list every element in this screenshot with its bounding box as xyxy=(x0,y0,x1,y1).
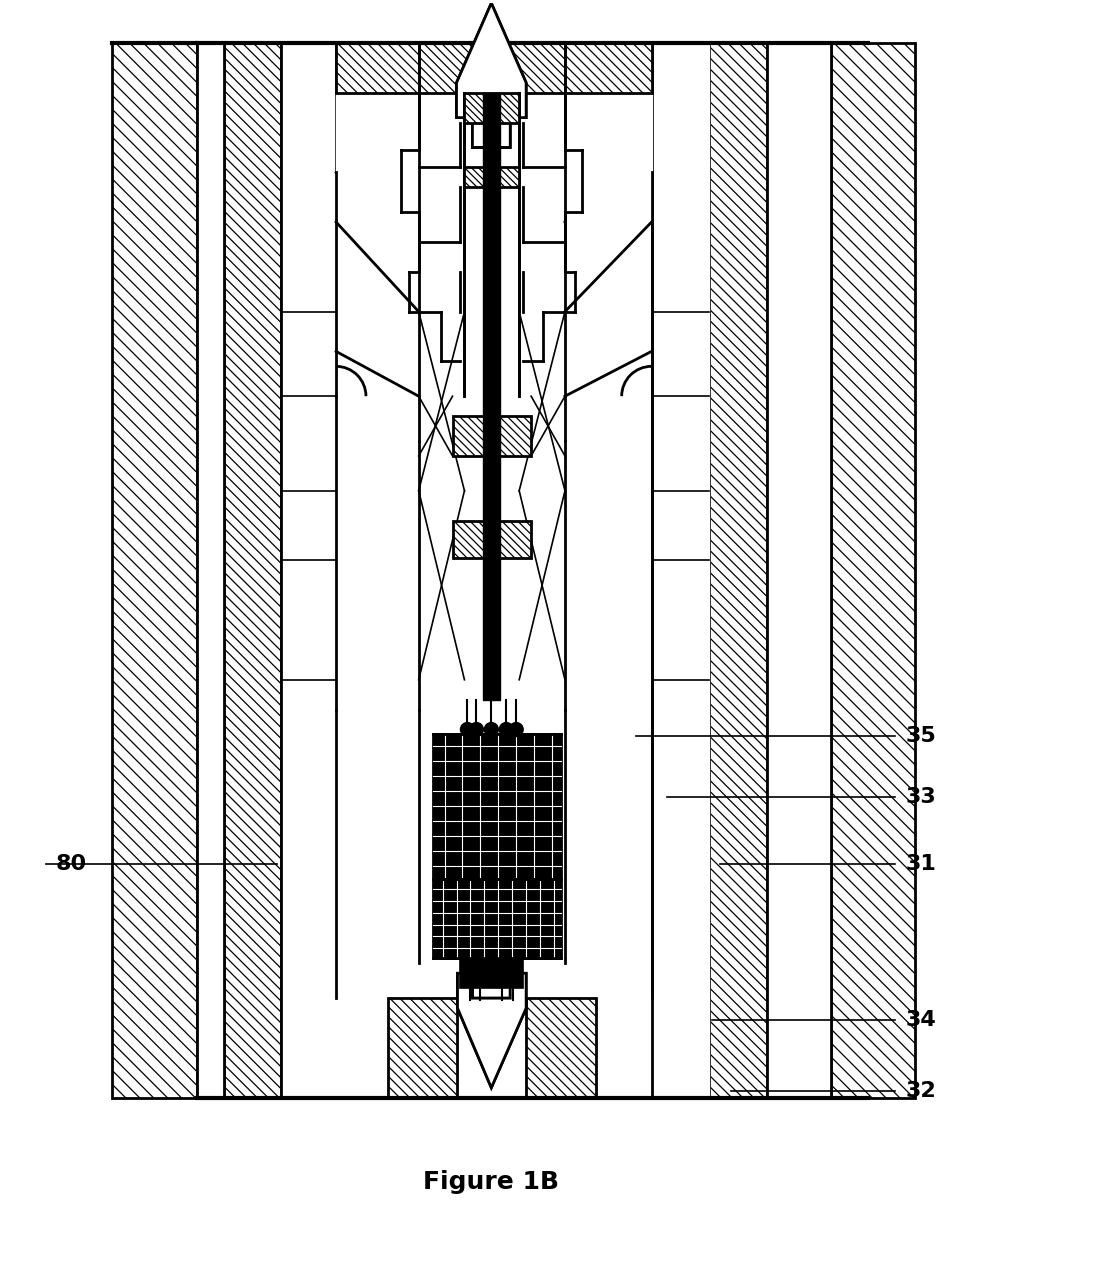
Polygon shape xyxy=(709,43,767,1098)
Polygon shape xyxy=(418,43,565,93)
Bar xyxy=(433,879,561,959)
Circle shape xyxy=(484,723,499,737)
Polygon shape xyxy=(453,521,531,558)
Circle shape xyxy=(470,723,483,737)
Bar xyxy=(461,959,523,988)
Polygon shape xyxy=(464,93,519,123)
Text: 34: 34 xyxy=(905,1011,936,1030)
Text: 33: 33 xyxy=(905,786,936,806)
Polygon shape xyxy=(830,43,915,1098)
Text: 32: 32 xyxy=(905,1080,936,1101)
Circle shape xyxy=(510,723,523,737)
Polygon shape xyxy=(224,43,282,1098)
Polygon shape xyxy=(457,974,526,1088)
Polygon shape xyxy=(526,998,595,1098)
Polygon shape xyxy=(453,416,531,456)
Text: 31: 31 xyxy=(905,853,936,874)
Circle shape xyxy=(500,723,513,737)
Polygon shape xyxy=(112,43,197,1098)
Polygon shape xyxy=(565,43,651,93)
Circle shape xyxy=(461,723,474,737)
Polygon shape xyxy=(387,998,457,1098)
Text: 80: 80 xyxy=(56,853,87,874)
Text: 35: 35 xyxy=(905,727,936,746)
Polygon shape xyxy=(464,167,519,188)
Polygon shape xyxy=(456,3,526,147)
Bar xyxy=(433,734,561,879)
Text: Figure 1B: Figure 1B xyxy=(423,1170,560,1194)
Polygon shape xyxy=(336,43,418,93)
